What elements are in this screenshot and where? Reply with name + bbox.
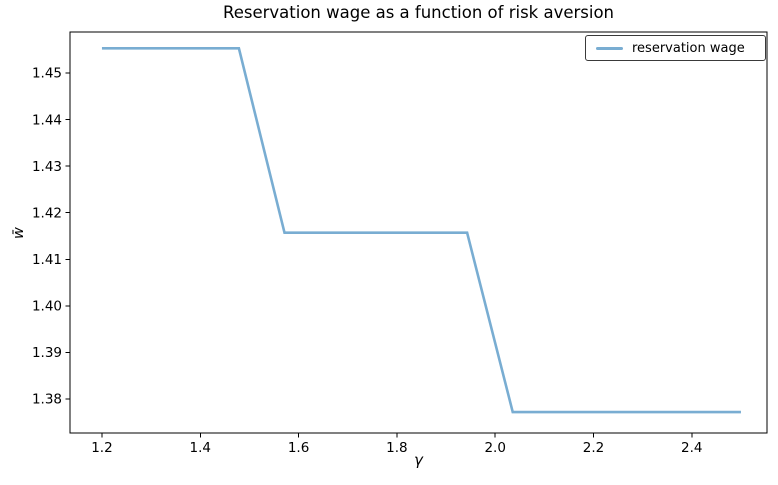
x-tick-label: 1.4 bbox=[190, 440, 211, 456]
x-tick-label: 1.8 bbox=[386, 440, 407, 456]
y-tick-label: 1.45 bbox=[32, 66, 62, 82]
x-tick-label: 2.4 bbox=[681, 440, 702, 456]
y-tick-label: 1.39 bbox=[32, 345, 62, 361]
y-tick-label: 1.44 bbox=[32, 112, 62, 128]
x-axis-label: γ bbox=[414, 451, 423, 469]
x-tick-label: 2.2 bbox=[583, 440, 604, 456]
axes-frame bbox=[69, 31, 768, 434]
y-tick-label: 1.38 bbox=[32, 392, 62, 408]
legend-line-swatch bbox=[596, 46, 623, 50]
y-tick-label: 1.42 bbox=[32, 205, 62, 221]
legend-label: reservation wage bbox=[632, 40, 745, 56]
y-axis-label: w̄ bbox=[11, 227, 27, 239]
reservation-wage-line bbox=[101, 46, 741, 414]
x-tick-label: 1.2 bbox=[91, 440, 112, 456]
chart-title: Reservation wage as a function of risk a… bbox=[222, 3, 615, 22]
y-tick-label: 1.40 bbox=[32, 299, 62, 315]
y-tick-label: 1.41 bbox=[32, 252, 62, 268]
legend: reservation wage bbox=[585, 35, 766, 61]
x-tick-label: 1.6 bbox=[288, 440, 309, 456]
x-tick-label: 2.0 bbox=[484, 440, 505, 456]
y-tick-label: 1.43 bbox=[32, 159, 62, 175]
